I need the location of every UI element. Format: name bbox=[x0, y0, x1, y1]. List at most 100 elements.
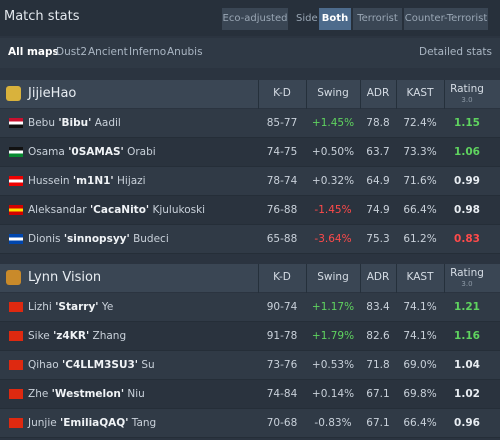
stat-kd: 78-74 bbox=[266, 175, 298, 187]
player-name[interactable]: Dionis 'sinnopsyy' Budeci bbox=[28, 233, 169, 245]
player-name-nick: 'Starry' bbox=[55, 301, 99, 313]
column-header: KAST bbox=[406, 87, 434, 99]
stat-rating: 0.99 bbox=[454, 175, 480, 187]
player-row bbox=[0, 225, 500, 254]
stat-rating: 0.98 bbox=[454, 204, 480, 216]
stat-rating: 1.02 bbox=[454, 388, 480, 400]
player-flag bbox=[9, 234, 23, 244]
detailed-stats-link[interactable]: Detailed stats bbox=[418, 46, 492, 58]
stat-swing: +1.79% bbox=[311, 330, 355, 342]
player-name[interactable]: Osama '0SAMAS' Orabi bbox=[28, 146, 156, 158]
stat-swing: -3.64% bbox=[314, 233, 352, 245]
side-terrorist[interactable]: Terrorist bbox=[353, 8, 402, 30]
player-name[interactable]: Hussein 'm1N1' Hijazi bbox=[28, 175, 146, 187]
stat-kast: 71.6% bbox=[403, 175, 437, 187]
eco-adjusted-toggle[interactable]: Eco-adjusted bbox=[222, 8, 288, 30]
column-header: Swing bbox=[317, 87, 349, 99]
player-flag bbox=[9, 205, 23, 215]
player-name[interactable]: Junjie 'EmiliaQAQ' Tang bbox=[28, 417, 156, 429]
stat-swing: +1.45% bbox=[311, 117, 355, 129]
player-flag bbox=[9, 302, 23, 312]
player-flag bbox=[9, 389, 23, 399]
team-header bbox=[0, 80, 500, 108]
team-logo bbox=[6, 270, 21, 285]
player-row bbox=[0, 351, 500, 380]
player-name-first: Bebu bbox=[28, 117, 55, 129]
team-logo bbox=[6, 86, 21, 101]
side-ct[interactable]: Counter-Terrorist bbox=[404, 8, 488, 30]
stat-kd: 73-76 bbox=[266, 359, 298, 371]
player-flag bbox=[9, 118, 23, 128]
stat-kast: 74.1% bbox=[403, 330, 437, 342]
column-header: ADR bbox=[366, 271, 390, 283]
player-name-nick: 'C4LLM3SU3' bbox=[62, 359, 139, 371]
rating-version: 3.0 bbox=[461, 96, 473, 104]
stat-kast: 61.2% bbox=[403, 233, 437, 245]
stat-swing: +0.53% bbox=[311, 359, 355, 371]
player-name-nick: 'Westmelon' bbox=[51, 388, 125, 400]
player-name-first: Dionis bbox=[28, 233, 61, 245]
player-name-first: Sike bbox=[28, 330, 50, 342]
player-row bbox=[0, 138, 500, 167]
player-row bbox=[0, 322, 500, 351]
player-name[interactable]: Qihao 'C4LLM3SU3' Su bbox=[28, 359, 155, 371]
stat-rating: 0.83 bbox=[454, 233, 480, 245]
stat-rating: 1.06 bbox=[454, 146, 480, 158]
player-name-last: Tang bbox=[131, 417, 157, 429]
player-flag bbox=[9, 176, 23, 186]
rating-version: 3.0 bbox=[461, 280, 473, 288]
stat-adr: 83.4 bbox=[366, 301, 390, 313]
team-header bbox=[0, 264, 500, 292]
column-header: Rating bbox=[450, 267, 484, 279]
stat-rating: 0.96 bbox=[454, 417, 480, 429]
player-name-last: Hijazi bbox=[117, 175, 146, 187]
map-bar bbox=[0, 38, 500, 68]
player-name-nick: 'EmiliaQAQ' bbox=[60, 417, 129, 429]
stat-rating: 1.04 bbox=[454, 359, 480, 371]
map-tab[interactable]: Ancient bbox=[88, 46, 128, 58]
player-name-first: Lizhi bbox=[28, 301, 52, 313]
stat-swing: -1.45% bbox=[314, 204, 352, 216]
stat-kd: 76-88 bbox=[266, 204, 298, 216]
column-header: ADR bbox=[366, 87, 390, 99]
player-name[interactable]: Lizhi 'Starry' Ye bbox=[28, 301, 113, 313]
map-tab[interactable]: Inferno bbox=[129, 46, 167, 58]
player-name-last: Kjulukoski bbox=[152, 204, 206, 216]
stat-kast: 66.4% bbox=[403, 204, 437, 216]
player-flag bbox=[9, 331, 23, 341]
column-header: K-D bbox=[273, 87, 291, 99]
player-name-nick: '0SAMAS' bbox=[68, 146, 124, 158]
stat-adr: 75.3 bbox=[366, 233, 390, 245]
player-name-first: Hussein bbox=[28, 175, 70, 187]
player-name[interactable]: Zhe 'Westmelon' Niu bbox=[28, 388, 145, 400]
player-name-last: Niu bbox=[127, 388, 145, 400]
player-flag bbox=[9, 360, 23, 370]
player-flag bbox=[9, 147, 23, 157]
map-tab[interactable]: Anubis bbox=[167, 46, 203, 58]
column-header: K-D bbox=[273, 271, 291, 283]
player-name[interactable]: Sike 'z4KR' Zhang bbox=[28, 330, 126, 342]
side-both[interactable]: Both bbox=[319, 8, 351, 30]
player-name-last: Ye bbox=[101, 301, 114, 313]
player-name-nick: 'sinnopsyy' bbox=[63, 233, 130, 245]
stat-swing: +1.17% bbox=[311, 301, 355, 313]
player-name[interactable]: Aleksandar 'CacaNito' Kjulukoski bbox=[28, 204, 205, 216]
team-name: Lynn Vision bbox=[28, 270, 102, 285]
stat-rating: 1.21 bbox=[454, 301, 480, 313]
map-tab[interactable]: All maps bbox=[8, 46, 59, 58]
map-tab[interactable]: Dust2 bbox=[56, 46, 88, 58]
stat-kast: 66.4% bbox=[403, 417, 437, 429]
stat-kast: 69.8% bbox=[403, 388, 437, 400]
stat-swing: +0.14% bbox=[311, 388, 355, 400]
player-name[interactable]: Bebu 'Bibu' Aadil bbox=[28, 117, 121, 129]
stat-adr: 78.8 bbox=[366, 117, 390, 129]
stat-swing: +0.50% bbox=[311, 146, 355, 158]
player-row bbox=[0, 109, 500, 138]
stat-kd: 74-84 bbox=[266, 388, 298, 400]
player-name-first: Osama bbox=[28, 146, 65, 158]
player-name-last: Orabi bbox=[127, 146, 156, 158]
stat-rating: 1.16 bbox=[454, 330, 480, 342]
player-row bbox=[0, 167, 500, 196]
player-name-last: Aadil bbox=[94, 117, 121, 129]
